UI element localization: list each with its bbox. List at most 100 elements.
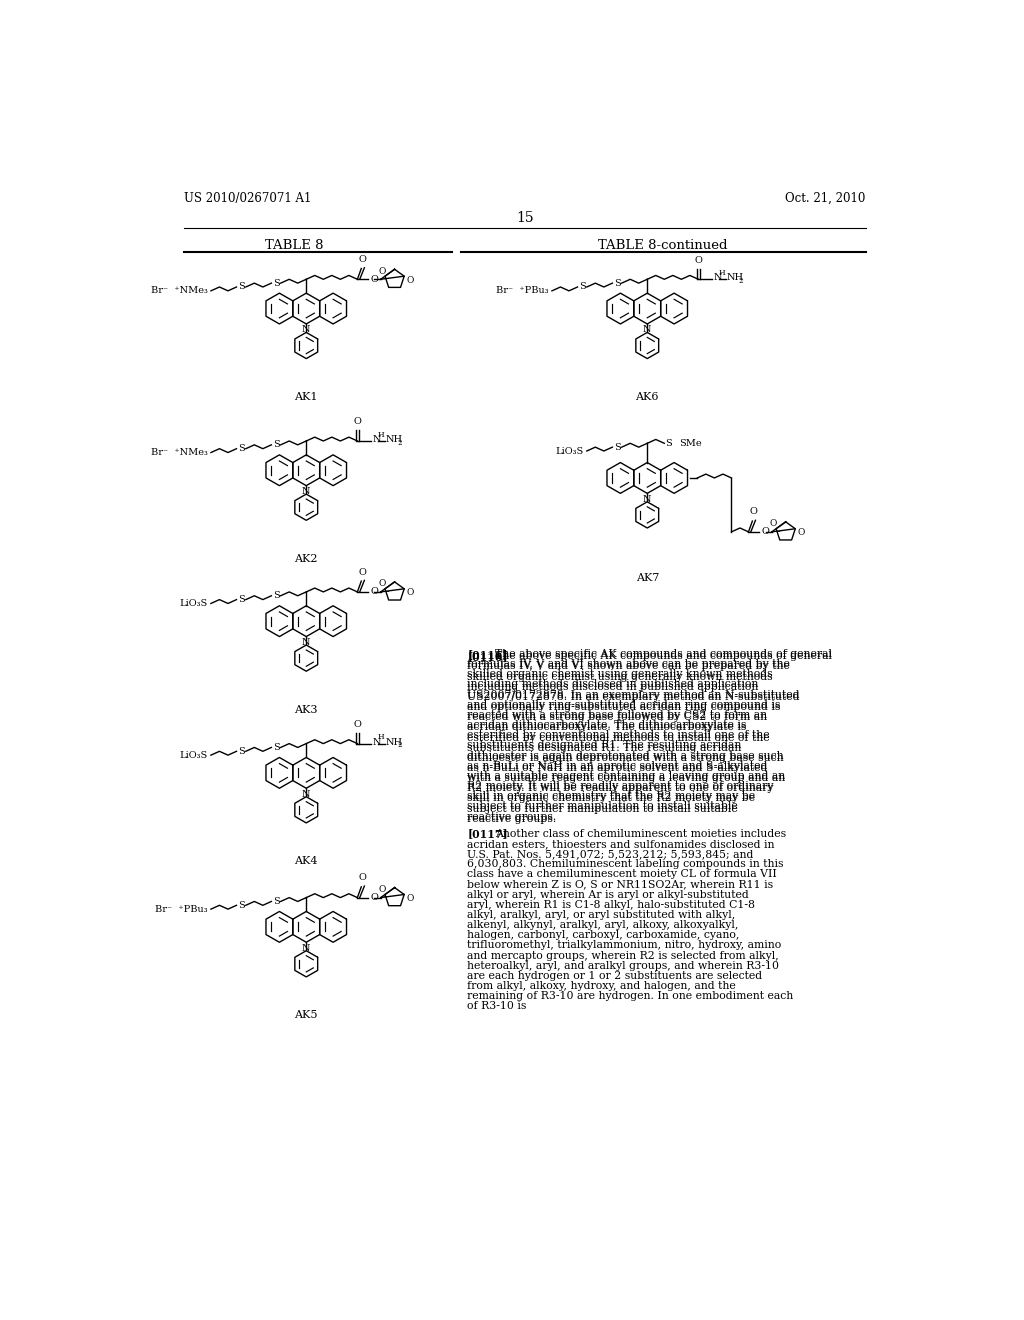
Text: AK5: AK5 xyxy=(295,1010,318,1020)
Text: subject to further manipulation to install suitable: subject to further manipulation to insta… xyxy=(467,801,738,812)
Text: O: O xyxy=(798,528,805,537)
Text: Br⁻  ⁺NMe₃: Br⁻ ⁺NMe₃ xyxy=(151,286,208,296)
Text: Another class of chemiluminescent moieties includes: Another class of chemiluminescent moieti… xyxy=(496,829,786,838)
Text: O: O xyxy=(379,884,386,894)
Text: The above specific AK compounds and compounds of general: The above specific AK compounds and comp… xyxy=(496,649,833,659)
Text: acridan esters, thioesters and sulfonamides disclosed in: acridan esters, thioesters and sulfonami… xyxy=(467,838,775,849)
Text: dithioester is again deprotonated with a strong base such: dithioester is again deprotonated with a… xyxy=(467,752,784,763)
Text: O: O xyxy=(371,894,379,902)
Text: including methods disclosed in published application: including methods disclosed in published… xyxy=(467,681,759,692)
Text: and mercapto groups, wherein R2 is selected from alkyl,: and mercapto groups, wherein R2 is selec… xyxy=(467,950,779,961)
Text: reactive groups.: reactive groups. xyxy=(467,814,557,824)
Text: 2: 2 xyxy=(397,438,402,446)
Text: S: S xyxy=(239,282,246,292)
Text: aryl, wherein R1 is C1-8 alkyl, halo-substituted C1-8: aryl, wherein R1 is C1-8 alkyl, halo-sub… xyxy=(467,900,756,909)
Text: SMe: SMe xyxy=(679,438,701,447)
Text: reacted with a strong base followed by CS2 to form an: reacted with a strong base followed by C… xyxy=(467,710,768,719)
Text: H: H xyxy=(719,269,725,277)
Text: remaining of R3-10 are hydrogen. In one embodiment each: remaining of R3-10 are hydrogen. In one … xyxy=(467,991,794,1002)
Text: NH: NH xyxy=(727,273,744,282)
Text: 15: 15 xyxy=(516,211,534,226)
Text: R2 moiety. It will be readily apparent to one of ordinary: R2 moiety. It will be readily apparent t… xyxy=(467,783,774,793)
Text: subject to further manipulation to install suitable: subject to further manipulation to insta… xyxy=(467,804,738,813)
Text: LiO₃S: LiO₃S xyxy=(555,446,584,455)
Text: substituents designated R1. The resulting acridan: substituents designated R1. The resultin… xyxy=(467,741,741,750)
Text: N: N xyxy=(643,326,651,334)
Text: Br⁻  ⁺PBu₃: Br⁻ ⁺PBu₃ xyxy=(156,904,208,913)
Text: AK3: AK3 xyxy=(295,705,318,714)
Text: N: N xyxy=(713,273,722,282)
Text: Oct. 21, 2010: Oct. 21, 2010 xyxy=(785,191,866,205)
Text: halogen, carbonyl, carboxyl, carboxamide, cyano,: halogen, carbonyl, carboxyl, carboxamide… xyxy=(467,931,739,940)
Text: reacted with a strong base followed by CS2 to form an: reacted with a strong base followed by C… xyxy=(467,713,768,722)
Text: alkyl, aralkyl, aryl, or aryl substituted with alkyl,: alkyl, aralkyl, aryl, or aryl substitute… xyxy=(467,909,735,920)
Text: 6,030,803. Chemiluminescent labeling compounds in this: 6,030,803. Chemiluminescent labeling com… xyxy=(467,859,784,869)
Text: S: S xyxy=(614,442,622,451)
Text: O: O xyxy=(762,528,770,536)
Text: skill in organic chemistry that the R2 moiety may be: skill in organic chemistry that the R2 m… xyxy=(467,793,756,804)
Text: US 2010/0267071 A1: US 2010/0267071 A1 xyxy=(183,191,311,205)
Text: O: O xyxy=(379,267,386,276)
Text: and optionally ring-substituted acridan ring compound is: and optionally ring-substituted acridan … xyxy=(467,700,781,710)
Text: S: S xyxy=(665,438,672,447)
Text: O: O xyxy=(407,894,414,903)
Text: S: S xyxy=(273,743,281,752)
Text: S: S xyxy=(614,279,622,288)
Text: are each hydrogen or 1 or 2 substituents are selected: are each hydrogen or 1 or 2 substituents… xyxy=(467,972,763,981)
Text: heteroalkyl, aryl, and aralkyl groups, and wherein R3-10: heteroalkyl, aryl, and aralkyl groups, a… xyxy=(467,961,779,970)
Text: O: O xyxy=(358,255,367,264)
Text: O: O xyxy=(353,719,361,729)
Text: LiO₃S: LiO₃S xyxy=(179,751,208,759)
Text: O: O xyxy=(358,568,367,577)
Text: O: O xyxy=(371,275,379,284)
Text: NH: NH xyxy=(386,738,403,747)
Text: S: S xyxy=(273,441,281,449)
Text: class have a chemiluminescent moiety CL of formula VII: class have a chemiluminescent moiety CL … xyxy=(467,870,777,879)
Text: AK4: AK4 xyxy=(295,857,318,866)
Text: AK6: AK6 xyxy=(636,392,659,403)
Text: S: S xyxy=(239,595,246,605)
Text: N: N xyxy=(643,495,651,504)
Text: N: N xyxy=(302,326,310,334)
Text: N: N xyxy=(372,436,381,444)
Text: N: N xyxy=(302,789,310,799)
Text: with a suitable reagent containing a leaving group and an: with a suitable reagent containing a lea… xyxy=(467,771,785,781)
Text: N: N xyxy=(302,638,310,647)
Text: N: N xyxy=(302,944,310,953)
Text: O: O xyxy=(694,256,702,264)
Text: trifluoromethyl, trialkylammonium, nitro, hydroxy, amino: trifluoromethyl, trialkylammonium, nitro… xyxy=(467,940,781,950)
Text: formulas IV, V and VI shown above can be prepared by the: formulas IV, V and VI shown above can be… xyxy=(467,659,791,669)
Text: U.S. Pat. Nos. 5,491,072; 5,523,212; 5,593,845; and: U.S. Pat. Nos. 5,491,072; 5,523,212; 5,5… xyxy=(467,849,754,859)
Text: skilled organic chemist using generally known methods: skilled organic chemist using generally … xyxy=(467,669,773,680)
Text: N: N xyxy=(372,738,381,747)
Text: esterified by conventional methods to install one of the: esterified by conventional methods to in… xyxy=(467,733,770,743)
Text: S: S xyxy=(273,279,281,288)
Text: 2: 2 xyxy=(738,277,743,285)
Text: O: O xyxy=(358,874,367,882)
Text: −: − xyxy=(773,528,780,536)
Text: esterified by conventional methods to install one of the: esterified by conventional methods to in… xyxy=(467,730,770,741)
Text: O: O xyxy=(407,276,414,285)
Text: R2 moiety. It will be readily apparent to one of ordinary: R2 moiety. It will be readily apparent t… xyxy=(467,781,774,791)
Text: The above specific AK compounds and compounds of general: The above specific AK compounds and comp… xyxy=(496,651,833,661)
Text: −: − xyxy=(382,276,389,284)
Text: skilled organic chemist using generally known methods: skilled organic chemist using generally … xyxy=(467,672,773,681)
Text: 2: 2 xyxy=(397,741,402,750)
Text: S: S xyxy=(273,898,281,906)
Text: including methods disclosed in published application: including methods disclosed in published… xyxy=(467,680,759,689)
Text: formulas IV, V and VI shown above can be prepared by the: formulas IV, V and VI shown above can be… xyxy=(467,661,791,672)
Text: [0117]: [0117] xyxy=(467,829,508,840)
Text: S: S xyxy=(239,445,246,453)
Text: NH: NH xyxy=(386,436,403,444)
Text: O: O xyxy=(379,579,386,589)
Text: with a suitable reagent containing a leaving group and an: with a suitable reagent containing a lea… xyxy=(467,774,785,783)
Text: O: O xyxy=(371,587,379,597)
Text: dithioester is again deprotonated with a strong base such: dithioester is again deprotonated with a… xyxy=(467,751,784,760)
Text: alkyl or aryl, wherein Ar is aryl or alkyl-substituted: alkyl or aryl, wherein Ar is aryl or alk… xyxy=(467,890,750,900)
Text: TABLE 8: TABLE 8 xyxy=(265,239,324,252)
Text: of R3-10 is: of R3-10 is xyxy=(467,1002,526,1011)
Text: as n-BuLi or NaH in an aprotic solvent and S-alkylated: as n-BuLi or NaH in an aprotic solvent a… xyxy=(467,763,768,774)
Text: O: O xyxy=(353,417,361,426)
Text: S: S xyxy=(273,591,281,601)
Text: substituents designated R1. The resulting acridan: substituents designated R1. The resultin… xyxy=(467,743,741,752)
